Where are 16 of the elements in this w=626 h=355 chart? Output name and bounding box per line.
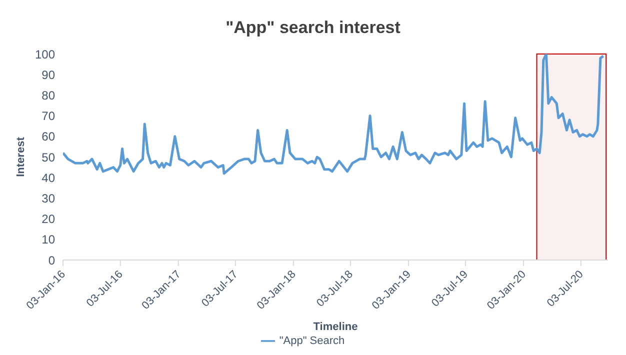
line-series (63, 54, 605, 175)
y-tick-label: 60 (42, 130, 56, 144)
chart-title: "App" search interest (224, 17, 402, 39)
y-tick-label: 40 (42, 170, 56, 185)
y-tick-label: 30 (42, 191, 56, 206)
y-tick-label: 0 (48, 253, 56, 268)
y-tick-label: 100 (34, 47, 56, 62)
y-tick-label: 20 (42, 212, 56, 226)
x-axis-title: Timeline (313, 321, 358, 333)
y-tick-label: 50 (42, 150, 56, 164)
y-tick-label: 90 (42, 68, 56, 82)
y-axis-title: Interest (14, 136, 27, 177)
y-tick-label: 10 (42, 232, 56, 247)
legend-label: "App" Search (279, 334, 345, 347)
y-tick-label: 70 (42, 109, 56, 124)
y-tick-label: 80 (42, 88, 56, 102)
